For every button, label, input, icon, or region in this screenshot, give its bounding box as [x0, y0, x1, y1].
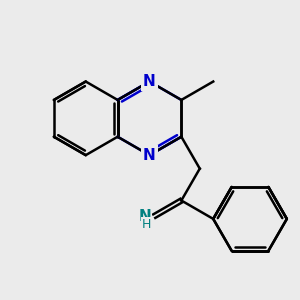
Text: H: H	[142, 218, 151, 231]
Text: N: N	[143, 74, 156, 89]
Text: N: N	[143, 148, 156, 163]
Text: N: N	[139, 208, 151, 224]
Text: N: N	[143, 148, 156, 163]
Text: N: N	[143, 74, 156, 89]
